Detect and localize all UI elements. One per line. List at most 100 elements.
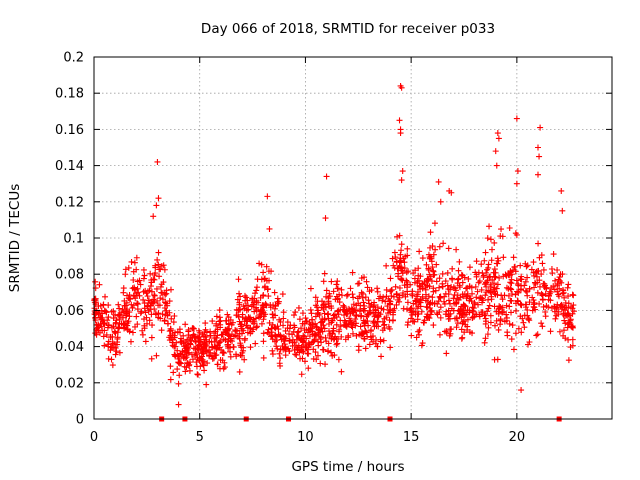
data-point [525, 316, 532, 323]
data-point [461, 302, 468, 309]
data-point [521, 324, 528, 331]
data-point [404, 252, 411, 259]
data-point [295, 328, 302, 335]
data-point [340, 306, 347, 313]
data-point [124, 292, 131, 299]
data-point [175, 401, 182, 408]
data-point [171, 332, 178, 339]
data-point [264, 193, 271, 200]
data-point [277, 355, 284, 362]
data-point [517, 286, 524, 293]
data-point [137, 310, 144, 317]
data-point [260, 269, 267, 276]
data-point [322, 361, 329, 368]
data-point [272, 312, 279, 319]
data-point [391, 264, 398, 271]
data-point [337, 323, 344, 330]
data-point [485, 274, 492, 281]
data-point [182, 321, 189, 328]
data-point [195, 346, 202, 353]
data-point [302, 315, 309, 322]
data-point [455, 275, 462, 282]
data-point [473, 273, 480, 280]
data-point [338, 292, 345, 299]
data-point [314, 298, 321, 305]
data-point [394, 265, 401, 272]
data-point [431, 220, 438, 227]
data-point [174, 347, 181, 354]
data-point [166, 309, 173, 316]
data-point [253, 287, 260, 294]
data-point [252, 340, 259, 347]
data-point [494, 291, 501, 298]
data-point [189, 325, 196, 332]
data-point [161, 318, 168, 325]
data-point [550, 251, 557, 258]
data-point [138, 308, 145, 315]
data-point [347, 285, 354, 292]
data-point [518, 387, 525, 394]
data-point [570, 308, 577, 315]
data-point [182, 368, 189, 375]
data-point [442, 278, 449, 285]
data-point [529, 294, 536, 301]
data-point [350, 308, 357, 315]
data-point [437, 304, 444, 311]
data-point [159, 296, 166, 303]
data-point [383, 314, 390, 321]
data-point [440, 240, 447, 247]
data-point [427, 244, 434, 251]
data-point [363, 278, 370, 285]
data-point [387, 275, 394, 282]
data-point [141, 325, 148, 332]
data-point [214, 326, 221, 333]
data-point [408, 332, 415, 339]
data-point [266, 319, 273, 326]
data-point [95, 327, 102, 334]
data-point [187, 341, 194, 348]
data-point [119, 306, 126, 313]
data-point [163, 287, 170, 294]
data-point [183, 345, 190, 352]
data-point [493, 162, 500, 169]
data-point [120, 289, 127, 296]
data-point [134, 300, 141, 307]
data-point [349, 269, 356, 276]
data-point [151, 292, 158, 299]
data-point [493, 317, 500, 324]
data-point [399, 168, 406, 175]
data-point [221, 364, 228, 371]
data-point [451, 300, 458, 307]
data-point [260, 338, 267, 345]
data-point [517, 262, 524, 269]
data-point [274, 295, 281, 302]
data-point [157, 295, 164, 302]
data-point [316, 333, 323, 340]
data-point [422, 283, 429, 290]
data-point [489, 246, 496, 253]
data-point [105, 338, 112, 345]
data-point [111, 328, 118, 335]
data-point [144, 293, 151, 300]
data-point [122, 271, 129, 278]
data-point [524, 274, 531, 281]
data-point [338, 333, 345, 340]
data-point [124, 320, 131, 327]
data-point [513, 231, 520, 238]
data-point [522, 287, 529, 294]
data-point [235, 306, 242, 313]
data-point [448, 275, 455, 282]
data-point [444, 282, 451, 289]
data-point [513, 277, 520, 284]
data-point [213, 322, 220, 329]
data-point [148, 355, 155, 362]
data-point [445, 297, 452, 304]
data-point [317, 360, 324, 367]
data-point [491, 303, 498, 310]
data-point [482, 335, 489, 342]
data-point [203, 381, 210, 388]
data-point [427, 311, 434, 318]
data-point [295, 304, 302, 311]
data-point [561, 317, 568, 324]
data-point [532, 280, 539, 287]
